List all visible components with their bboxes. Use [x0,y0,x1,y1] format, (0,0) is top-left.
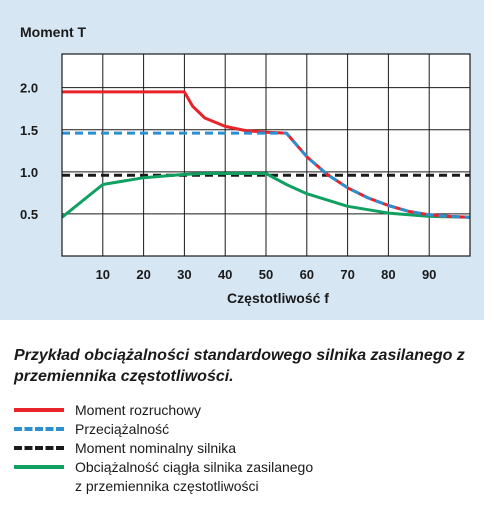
chart-caption: Przykład obciążalności standardowego sil… [14,347,465,385]
legend-swatch-nominal-torque [14,446,64,450]
x-tick-label: 60 [300,267,314,282]
legend: Moment rozruchowy Przeciążalność Moment … [14,401,484,498]
x-tick-label: 80 [381,267,395,282]
y-tick-label: 1.5 [20,123,38,138]
series-line-3 [61,172,471,219]
legend-item-start-torque: Moment rozruchowy [14,401,484,420]
legend-label-continuous-load-line1: Obciążalność ciągła silnika zasilanego [75,459,314,475]
x-axis-label: Częstotliwość f [227,290,329,306]
y-axis-label: Moment T [20,24,87,40]
legend-label-start-torque: Moment rozruchowy [75,402,202,418]
legend-item-overload: Przeciążalność [14,420,484,439]
x-tick-label: 10 [96,267,110,282]
legend-item-nominal-torque: Moment nominalny silnika [14,439,484,458]
x-tick-label: 90 [422,267,436,282]
legend-label-overload: Przeciążalność [75,421,170,437]
y-tick-label: 1.0 [20,165,38,180]
plot-frame [61,53,471,257]
frame-layer [61,53,471,257]
x-tick-label: 40 [218,267,232,282]
legend-label-continuous-load-line2: z przemiennika częstotliwości [75,478,259,494]
chart-svg: Moment T Częstotliwość f 10 20 30 40 50 60 70 8… [20,24,471,306]
series-line-1 [62,131,471,219]
x-tick-label: 50 [259,267,273,282]
tick-labels: 10 20 30 40 50 60 70 80 90 0.5 1.0 1.5 2.0 [20,81,436,282]
y-tick-label: 0.5 [20,207,38,222]
legend-swatch-overload [14,427,64,431]
x-tick-label: 20 [136,267,150,282]
legend-swatch-start-torque [14,408,64,412]
x-tick-label: 30 [177,267,191,282]
legend-label-continuous-load: Obciążalność ciągła silnika zasilanego z… [75,458,313,496]
legend-swatch-continuous-load [14,465,64,469]
y-tick-label: 2.0 [20,81,38,96]
legend-label-nominal-torque: Moment nominalny silnika [75,440,237,456]
chart-panel: Moment T Częstotliwość f 10 20 30 40 50 60 70 8… [0,0,484,320]
series-layer [61,90,471,219]
x-tick-label: 70 [340,267,354,282]
legend-item-continuous-load: Obciążalność ciągła silnika zasilanego z… [14,458,484,498]
